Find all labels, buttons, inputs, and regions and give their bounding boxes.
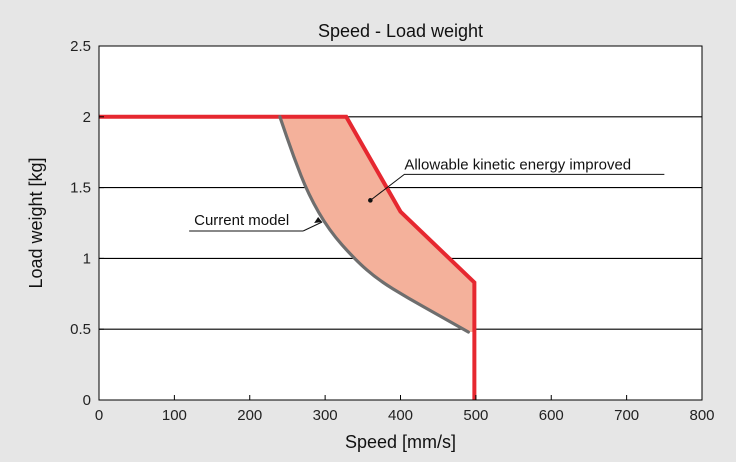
annotations: Allowable kinetic energy improved Current… — [189, 156, 665, 232]
annotation-arrowhead-current — [314, 217, 323, 223]
y-axis-title: Load weight [kg] — [26, 157, 46, 288]
x-tick-label: 200 — [237, 407, 262, 424]
annotation-label-improved: Allowable kinetic energy improved — [404, 156, 631, 173]
x-tick-label: 500 — [463, 407, 488, 424]
y-tick-label: 1 — [83, 250, 91, 267]
chart-title: Speed - Load weight — [318, 21, 483, 41]
x-tick-label: 0 — [95, 407, 103, 424]
annotation-leader-improved — [370, 173, 665, 201]
y-tick-label: 2 — [83, 109, 91, 126]
x-tick-label: 700 — [614, 407, 639, 424]
axis-ticks: 0 100 200 300 400 500 600 700 800 0 0.5 1 1.5 2 2.5 — [70, 38, 714, 424]
x-tick-label: 300 — [313, 407, 338, 424]
plot-border — [98, 45, 703, 401]
x-tick-label: 800 — [689, 407, 714, 424]
y-tick-label: 0.5 — [70, 321, 91, 338]
improved-series-line — [99, 114, 477, 400]
y-tick-label: 2.5 — [70, 38, 91, 55]
current-series-line — [278, 115, 470, 334]
annotation-arrow-current — [302, 221, 323, 232]
x-tick-label: 600 — [539, 407, 564, 424]
x-tick-label: 100 — [162, 407, 187, 424]
y-tick-label: 0 — [83, 392, 91, 409]
annotation-label-current: Current model — [194, 212, 289, 229]
x-axis-title: Speed [mm/s] — [345, 432, 456, 452]
improved-region-fill — [279, 116, 475, 333]
y-tick-label: 1.5 — [70, 180, 91, 197]
x-tick-label: 400 — [388, 407, 413, 424]
